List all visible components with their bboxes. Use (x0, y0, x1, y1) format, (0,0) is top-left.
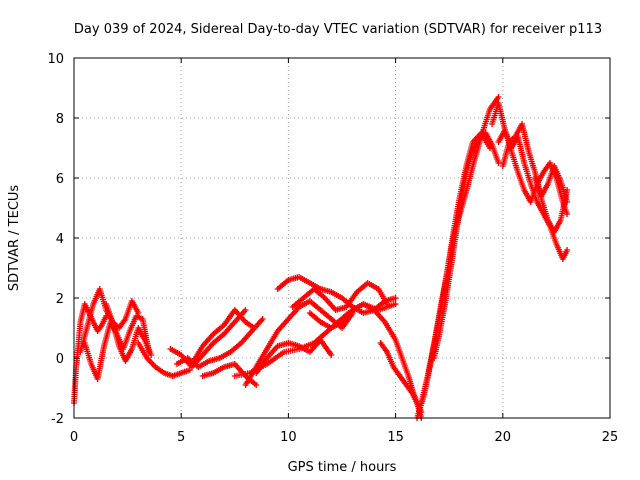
y-tick-label: 4 (56, 232, 64, 247)
y-tick-label: 10 (47, 52, 64, 67)
data-point (392, 295, 399, 301)
y-tick-label: 2 (56, 292, 64, 307)
series-track-15 (306, 301, 425, 421)
x-tick-label: 25 (602, 430, 619, 445)
series-track-19 (431, 130, 502, 361)
y-tick-label: 6 (56, 172, 64, 187)
y-tick-label: -2 (51, 412, 64, 427)
data-point (242, 307, 249, 313)
data-point (564, 247, 571, 253)
axis-ticks: 0 5 10 15 20 25 -2 0 2 4 6 8 10 (47, 52, 618, 445)
data-point (259, 316, 266, 322)
series-track-8 (188, 307, 258, 367)
x-axis-label: GPS time / hours (288, 460, 397, 475)
x-tick-label: 0 (70, 430, 78, 445)
data-point (251, 325, 258, 331)
x-tick-label: 15 (387, 430, 404, 445)
data-point (564, 199, 571, 205)
data-point (495, 160, 502, 166)
series-track-5 (135, 340, 193, 379)
x-tick-label: 20 (495, 430, 512, 445)
data-point (495, 94, 502, 100)
data-point (328, 352, 335, 358)
y-axis-label: SDTVAR / TECUs (7, 185, 22, 292)
series-track-4 (103, 301, 155, 364)
y-tick-label: 8 (56, 112, 64, 127)
series-track-14 (289, 280, 391, 313)
x-tick-label: 10 (280, 430, 297, 445)
data-point (148, 352, 155, 358)
series-track-12 (253, 337, 335, 376)
data-point (392, 301, 399, 307)
series-track-18 (418, 130, 493, 406)
data-point (253, 382, 260, 388)
chart-title: Day 039 of 2024, Sidereal Day-to-day VTE… (74, 22, 602, 37)
x-tick-label: 5 (177, 430, 185, 445)
series-track-16 (377, 340, 425, 415)
series-track-7 (173, 316, 266, 370)
data-points (71, 94, 571, 421)
series-track-23 (531, 163, 571, 205)
y-tick-label: 0 (56, 352, 64, 367)
data-point (384, 301, 391, 307)
data-point (564, 211, 571, 217)
series-track-6 (167, 307, 249, 370)
